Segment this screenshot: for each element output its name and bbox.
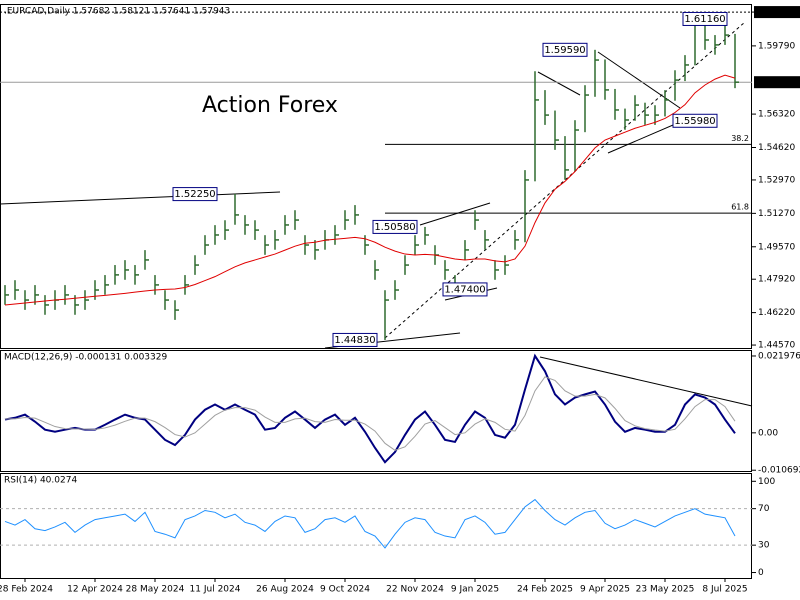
annotation-label: 1.61160 [684, 14, 725, 25]
panel-title: RSI(14) 40.0274 [4, 476, 77, 486]
y-tick-label: 1.56320 [758, 110, 795, 120]
rsi-line [4, 498, 736, 549]
y-tick-label: 1.51270 [758, 209, 795, 219]
last-price-label: 1.57943 [758, 78, 795, 88]
y-tick-label: 0.00 [758, 428, 778, 438]
annotation-label: 1.50580 [374, 222, 415, 233]
signal-line [5, 376, 736, 451]
y-tick-label: 100 [758, 477, 775, 487]
y-tick-label: 1.59790 [758, 41, 795, 51]
x-tick-label: 24 Feb 2025 [517, 585, 573, 595]
macd-line [4, 353, 736, 464]
annotation-box [682, 11, 728, 26]
y-tick-label: -0.010692 [758, 466, 800, 476]
x-tick-label: 11 Jul 2024 [190, 585, 241, 595]
y-tick-highlight [754, 6, 800, 19]
trend-line [537, 71, 581, 96]
annotation-box [442, 282, 488, 297]
y-tick-label: 30 [758, 541, 770, 551]
watermark: Action Forex [202, 93, 338, 118]
last-price-box [754, 76, 800, 89]
annotation-box [332, 332, 378, 347]
trend-line [597, 51, 681, 109]
y-tick-label: 1.49570 [758, 242, 795, 252]
trend-line [539, 356, 753, 407]
y-tick-label: 1.61510 [758, 8, 795, 18]
y-tick-label: 1.46220 [758, 308, 795, 318]
y-tick-label: 1.54620 [758, 143, 795, 153]
x-tick-label: 9 Apr 2025 [580, 585, 630, 595]
trend-line [607, 121, 681, 154]
fib-label: 38.2 [731, 134, 749, 143]
annotation-label: 1.47400 [444, 284, 485, 295]
annotation-box [372, 219, 418, 234]
annotation-label: 1.52250 [174, 189, 215, 200]
annotation-label: 1.55980 [674, 116, 715, 127]
annotation-box [672, 113, 718, 128]
panel-title: .EURCAD,Daily 1.57682 1.58121 1.57641 1.… [4, 7, 230, 17]
annotation-label: 1.44830 [334, 335, 375, 346]
x-tick-label: 23 May 2025 [636, 585, 695, 595]
x-tick-label: 28 Feb 2024 [0, 585, 53, 595]
y-tick-label: 1.44570 [758, 341, 795, 351]
y-tick-label: 1.52970 [758, 175, 795, 185]
y-tick-label: 0 [758, 568, 764, 578]
x-tick-label: 9 Jan 2025 [451, 585, 499, 595]
x-tick-label: 22 Nov 2024 [386, 585, 444, 595]
trend-line [0, 191, 281, 205]
x-tick-label: 28 May 2024 [126, 585, 185, 595]
y-tick-label: 70 [758, 504, 770, 514]
trend-line [419, 202, 491, 226]
x-tick-label: 26 Aug 2024 [256, 585, 314, 595]
annotation-box [542, 42, 588, 57]
rsi-panel [0, 473, 752, 579]
annotation-box [172, 187, 218, 202]
x-tick-label: 12 Apr 2024 [67, 585, 123, 595]
panel-title: MACD(12,26,9) -0.000131 0.003329 [4, 353, 167, 363]
price-panel [0, 4, 752, 349]
x-tick-label: 8 Jul 2025 [702, 585, 747, 595]
x-tick-label: 9 Oct 2024 [320, 585, 370, 595]
annotation-label: 1.59590 [544, 45, 585, 56]
moving-average [4, 74, 736, 306]
y-tick-label: 0.021976 [758, 351, 800, 361]
fib-label: 61.8 [731, 203, 749, 212]
y-tick-label: 1.47920 [758, 275, 795, 285]
macd-panel [0, 350, 752, 472]
